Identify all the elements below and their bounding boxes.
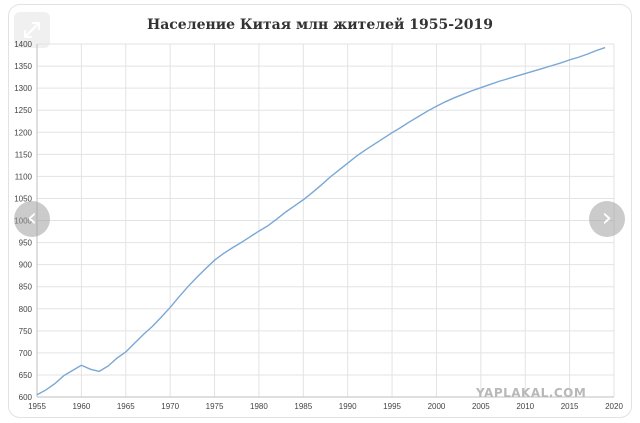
x-tick-label: 1975: [206, 402, 224, 411]
x-tick-label: 1960: [72, 402, 90, 411]
y-tick-label: 600: [19, 393, 33, 402]
previous-image-button[interactable]: ‹: [14, 201, 50, 237]
x-tick-label: 1980: [250, 402, 268, 411]
y-tick-label: 1300: [14, 84, 32, 93]
chart-grid: [36, 43, 615, 398]
y-tick-label: 1050: [14, 194, 32, 203]
x-tick-label: 2005: [472, 402, 490, 411]
x-tick-label: 1990: [339, 402, 357, 411]
expand-button[interactable]: [14, 12, 50, 48]
x-tick-label: 1995: [383, 402, 401, 411]
y-tick-label: 950: [19, 239, 33, 248]
y-tick-label: 700: [19, 349, 33, 358]
expand-arrows-icon: [24, 22, 40, 38]
x-tick-label: 2000: [428, 402, 446, 411]
tick-labels: 6006507007508008509009501000105011001150…: [14, 40, 623, 411]
y-tick-label: 1200: [14, 128, 32, 137]
y-tick-label: 900: [19, 261, 33, 270]
series-line-population: [36, 46, 606, 396]
chevron-left-icon: ‹: [26, 203, 38, 233]
y-tick-label: 850: [19, 283, 33, 292]
x-tick-label: 1970: [161, 402, 179, 411]
x-tick-label: 1965: [117, 402, 135, 411]
y-tick-label: 1150: [15, 150, 33, 159]
y-tick-label: 1350: [14, 62, 32, 71]
x-tick-label: 1955: [28, 402, 46, 411]
x-tick-label: 1985: [294, 402, 312, 411]
x-tick-label: 2015: [561, 402, 579, 411]
chart-title: Население Китая млн жителей 1955-2019: [146, 17, 494, 33]
x-tick-label: 2020: [605, 402, 623, 411]
y-tick-label: 650: [19, 371, 33, 380]
x-tick-label: 2010: [516, 402, 534, 411]
y-tick-label: 1400: [14, 40, 32, 49]
y-tick-label: 1100: [15, 172, 33, 181]
watermark-text: YAPLAKAL.COM: [476, 386, 587, 400]
y-tick-label: 800: [19, 305, 33, 314]
y-tick-label: 1250: [14, 106, 32, 115]
y-tick-label: 750: [19, 327, 33, 336]
next-image-button[interactable]: ›: [589, 201, 625, 237]
chevron-right-icon: ›: [601, 203, 613, 233]
